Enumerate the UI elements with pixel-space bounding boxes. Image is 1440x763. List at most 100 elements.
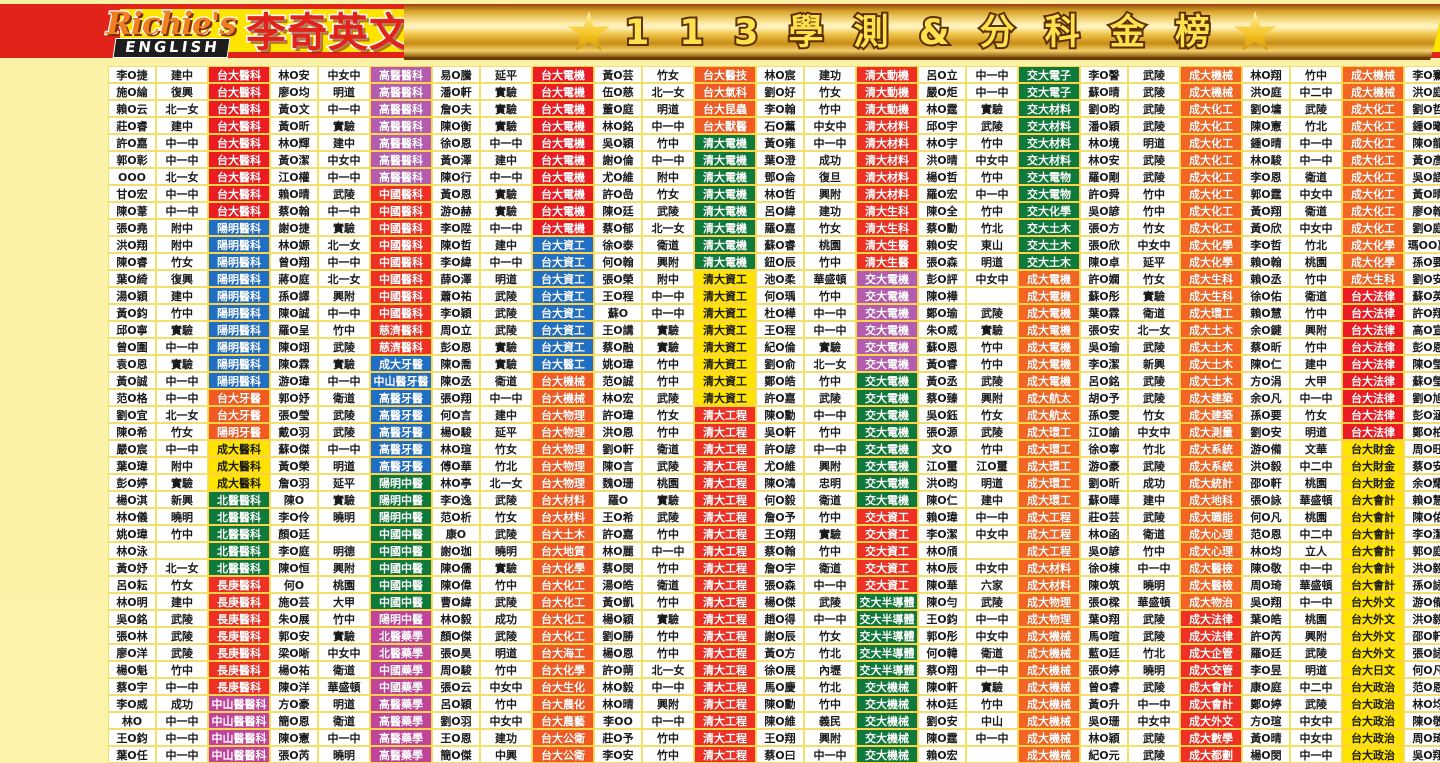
table-row: 賴O安 東山 交大土木 (918, 236, 1080, 253)
table-row: 洪O晴 中女中 交大材料 (918, 151, 1080, 168)
admitted-department-badge: 成大建築 (1180, 406, 1242, 423)
table-row: 李O穎 武陵 台大資工 (432, 304, 594, 321)
table-row: 藍O廷 竹北 成大企管 (1080, 644, 1242, 661)
student-name: 賴O丞 (1242, 270, 1290, 287)
admitted-department-badge: 成大機械 (1018, 678, 1080, 695)
admitted-department-badge: 清大工程 (694, 440, 756, 457)
student-name: 陳O行 (432, 168, 480, 185)
table-row: 黃O芸 竹女 台大醫技 (594, 66, 756, 83)
student-school: 實驗 (642, 610, 694, 627)
student-name: 余O耀 (1404, 474, 1440, 491)
table-row: 池O柔 華盛頓 交大電機 (756, 270, 918, 287)
student-school: 中一中 (966, 185, 1018, 202)
admitted-department-badge: 台大財金 (1342, 457, 1404, 474)
student-school: 武陵 (480, 287, 532, 304)
student-name: 施O綸 (108, 83, 156, 100)
table-row: 洪O庭武陵台大法律 (1404, 83, 1440, 100)
table-row: 彭O恩 實驗 台大資工 (432, 338, 594, 355)
student-school: 北一女 (156, 168, 208, 185)
admitted-department-badge: 台大法律 (1342, 372, 1404, 389)
admitted-department-badge: 北醫醫科 (208, 491, 270, 508)
admitted-department-badge: 清大電機 (694, 151, 756, 168)
student-school: 武陵 (642, 457, 694, 474)
table-row: 劉O安明道台大財金 (1404, 270, 1440, 287)
student-school: 竹女 (1128, 406, 1180, 423)
student-school: 實驗 (642, 321, 694, 338)
table-row: 陳O龍明道台大法律 (1404, 134, 1440, 151)
student-school: 武陵 (318, 185, 370, 202)
table-row: 林O嫄 北一女 中國醫科 (270, 236, 432, 253)
student-name: 羅O廷 (1242, 644, 1290, 661)
admitted-department-badge: 台大電機 (532, 100, 594, 117)
admitted-department-badge: 台大化工 (532, 627, 594, 644)
student-school: 中一中 (966, 66, 1018, 83)
admitted-department-badge: 成大工程 (1018, 508, 1080, 525)
admitted-department-badge: 成大醫檢 (1180, 576, 1242, 593)
table-row: 張O方 竹女 成大化工 (1080, 219, 1242, 236)
table-row: 陳O敬中一中台大外文 (1404, 712, 1440, 729)
admitted-department-badge: 成大都劃 (1180, 746, 1242, 763)
table-row: 陳O恒 興附 中國中醫 (270, 559, 432, 576)
student-school: 武陵 (642, 508, 694, 525)
star-icon (567, 11, 610, 52)
student-name: 林O亭 (432, 474, 480, 491)
table-row: 范O析 竹女 台大材料 (432, 508, 594, 525)
admitted-department-badge: 成大環工 (1018, 440, 1080, 457)
admitted-department-badge: 成大醫科 (208, 474, 270, 491)
admitted-department-badge: 陽明醫科 (208, 355, 270, 372)
student-name: 吳O銘 (108, 610, 156, 627)
table-row: 陳O敬 中一中 台大會計 (1242, 559, 1404, 576)
student-school: 中一中 (966, 610, 1018, 627)
admitted-department-badge: 交大電機 (856, 270, 918, 287)
student-school: 實驗 (804, 525, 856, 542)
student-name: 簡O恩 (270, 712, 318, 729)
admitted-department-badge: 陽明中醫 (370, 474, 432, 491)
admitted-department-badge: 陽明醫科 (208, 304, 270, 321)
admitted-department-badge: 台大機械 (532, 372, 594, 389)
student-name: 彭O評 (918, 270, 966, 287)
student-name: 廖O均 (270, 83, 318, 100)
student-name: 賴O宏 (918, 746, 966, 763)
table-row: 黃O翔 衛道 成大化工 (1242, 202, 1404, 219)
admitted-department-badge: 成大電機 (1018, 287, 1080, 304)
table-row: 王O鈞 中一中 中山醫醫科 (108, 729, 270, 746)
admitted-department-badge: 成大化工 (1180, 151, 1242, 168)
student-school: 興附 (804, 185, 856, 202)
admitted-department-badge: 交大電機 (856, 491, 918, 508)
admitted-department-badge: 清大工程 (694, 627, 756, 644)
student-name: 曾O翔 (270, 253, 318, 270)
student-name: 潘O穎 (1080, 117, 1128, 134)
admitted-department-badge: 成大機械 (1342, 83, 1404, 100)
student-school: 竹中 (642, 355, 694, 372)
table-row: 徐O寧 竹北 成大系統 (1080, 440, 1242, 457)
student-name: 吳O鈺 (918, 406, 966, 423)
table-row: 陳O勳 竹中 交大機械 (756, 695, 918, 712)
admitted-department-badge: 清大電機 (694, 134, 756, 151)
student-name: 吳O諺 (1080, 542, 1128, 559)
table-row: 許O瑋 竹女 清大工程 (594, 406, 756, 423)
student-school: 曉明 (1128, 661, 1180, 678)
student-name: 鄭O瑜 (918, 304, 966, 321)
student-name: 紀O元 (1080, 746, 1128, 763)
admitted-department-badge: 清大動機 (856, 66, 918, 83)
student-name: 張O芮 (270, 746, 318, 763)
admitted-department-badge: 陽明中醫 (370, 508, 432, 525)
student-school: 竹中 (966, 440, 1018, 457)
brand-logo[interactable]: Richie's ENGLISH 李奇英文 (100, 2, 411, 64)
admitted-department-badge: 成大化工 (1180, 100, 1242, 117)
student-name: 廖O翰 (1404, 202, 1440, 219)
admitted-department-badge: 成大環工 (1018, 457, 1080, 474)
student-school: 實驗 (480, 338, 532, 355)
table-row: 何O翰 興附 清大電機 (594, 253, 756, 270)
student-school: 中一中 (642, 712, 694, 729)
table-row: 邵O軒桃園台大會計 (1404, 627, 1440, 644)
table-row: 陳O仁 建中 台大法律 (1242, 355, 1404, 372)
student-name: 詹O夫 (432, 100, 480, 117)
student-school: 立人 (1290, 542, 1342, 559)
table-row: 陳O丞 衛道 台大機械 (432, 372, 594, 389)
table-row: 詹O夫 實驗 台大電機 (432, 100, 594, 117)
table-row: 鈕O辰 竹中 清大生醫 (756, 253, 918, 270)
admitted-department-badge: 成大工程 (1018, 542, 1080, 559)
student-name: 蔡O臻 (918, 389, 966, 406)
admitted-department-badge: 清大資工 (694, 287, 756, 304)
